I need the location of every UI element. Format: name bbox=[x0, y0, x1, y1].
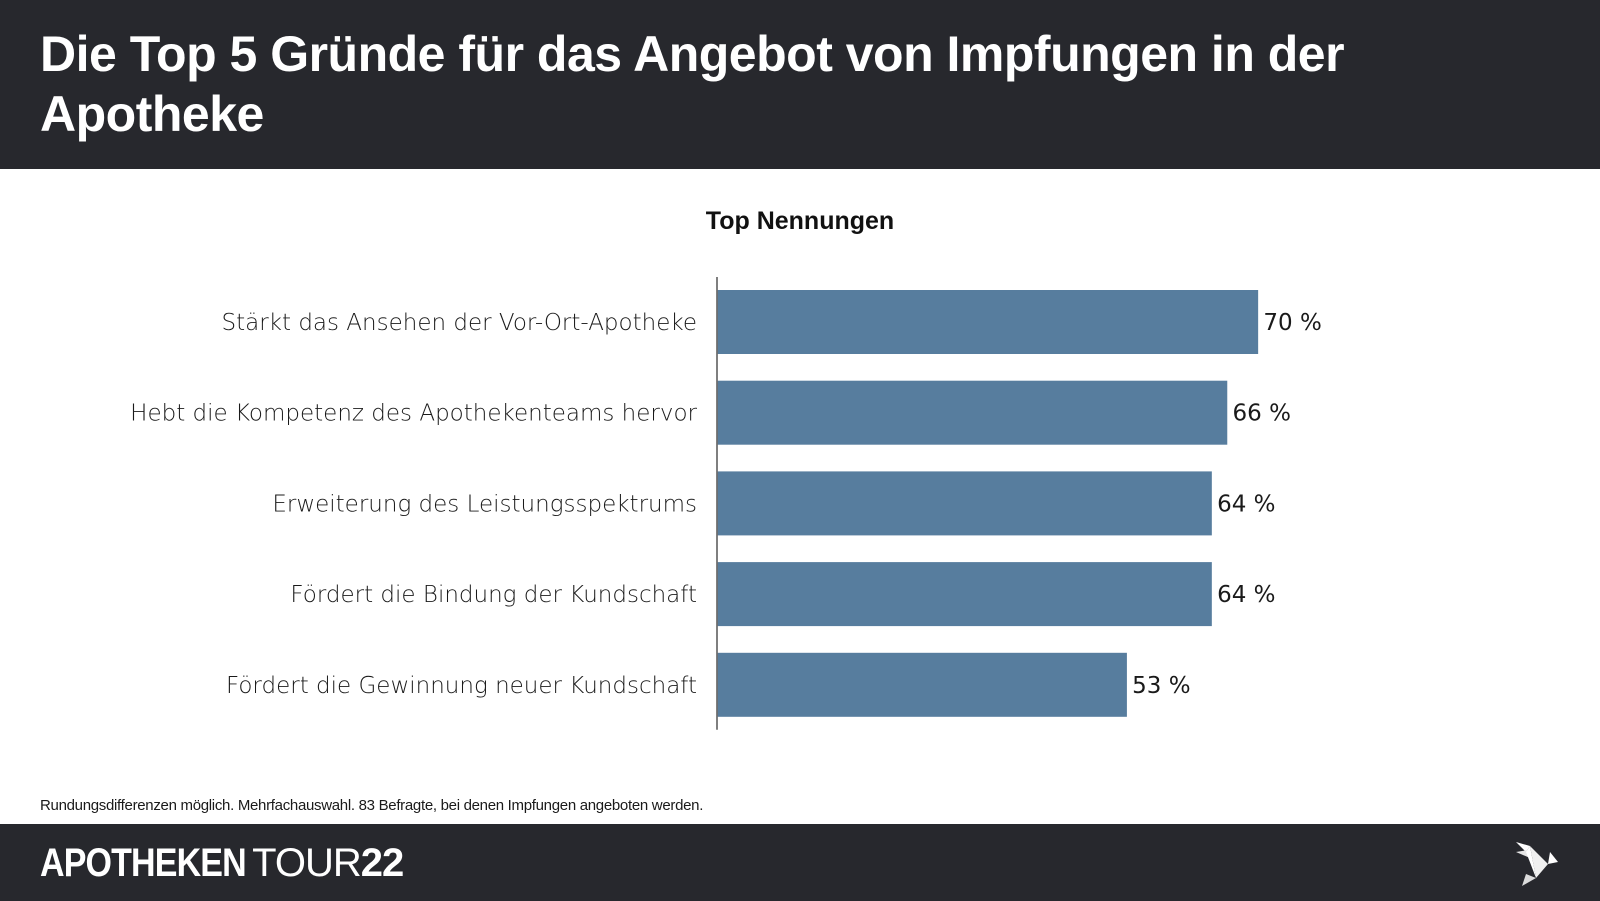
value-label: 70 % bbox=[1263, 310, 1321, 336]
chart-title: Top Nennungen bbox=[705, 207, 895, 235]
bar-3 bbox=[717, 471, 1212, 536]
brand-part-apotheken: APOTHEKEN bbox=[40, 841, 247, 885]
category-label: Hebt die Kompetenz des Apothekenteams he… bbox=[130, 401, 697, 427]
category-label: Fördert die Bindung der Kundschaft bbox=[290, 582, 697, 608]
bar-1 bbox=[717, 290, 1259, 354]
origami-bird-icon bbox=[1516, 842, 1558, 886]
category-label: Stärkt das Ansehen der Vor-Ort-Apotheke bbox=[222, 310, 698, 336]
brand-logo-text: APOTHEKEN TOUR 22 bbox=[40, 841, 404, 885]
bar-4 bbox=[717, 562, 1212, 627]
value-label: 64 % bbox=[1217, 582, 1275, 608]
bar-5 bbox=[717, 652, 1127, 717]
value-label: 64 % bbox=[1217, 491, 1275, 517]
bar-2 bbox=[717, 380, 1228, 445]
page-title: Die Top 5 Gründe für das Angebot von Imp… bbox=[40, 26, 1345, 142]
value-label: 53 % bbox=[1132, 673, 1190, 699]
footnote: Rundungsdifferenzen möglich. Mehrfachaus… bbox=[40, 797, 704, 814]
brand-part-year: 22 bbox=[360, 841, 404, 885]
category-label: Erweiterung des Leistungsspektrums bbox=[272, 491, 697, 517]
header-bar: Die Top 5 Gründe für das Angebot von Imp… bbox=[0, 0, 1600, 169]
brand-part-tour: TOUR bbox=[252, 841, 362, 885]
value-label: 66 % bbox=[1233, 401, 1291, 427]
footer-bar: APOTHEKEN TOUR 22 bbox=[0, 824, 1600, 901]
category-label: Fördert die Gewinnung neuer Kundschaft bbox=[226, 673, 697, 699]
